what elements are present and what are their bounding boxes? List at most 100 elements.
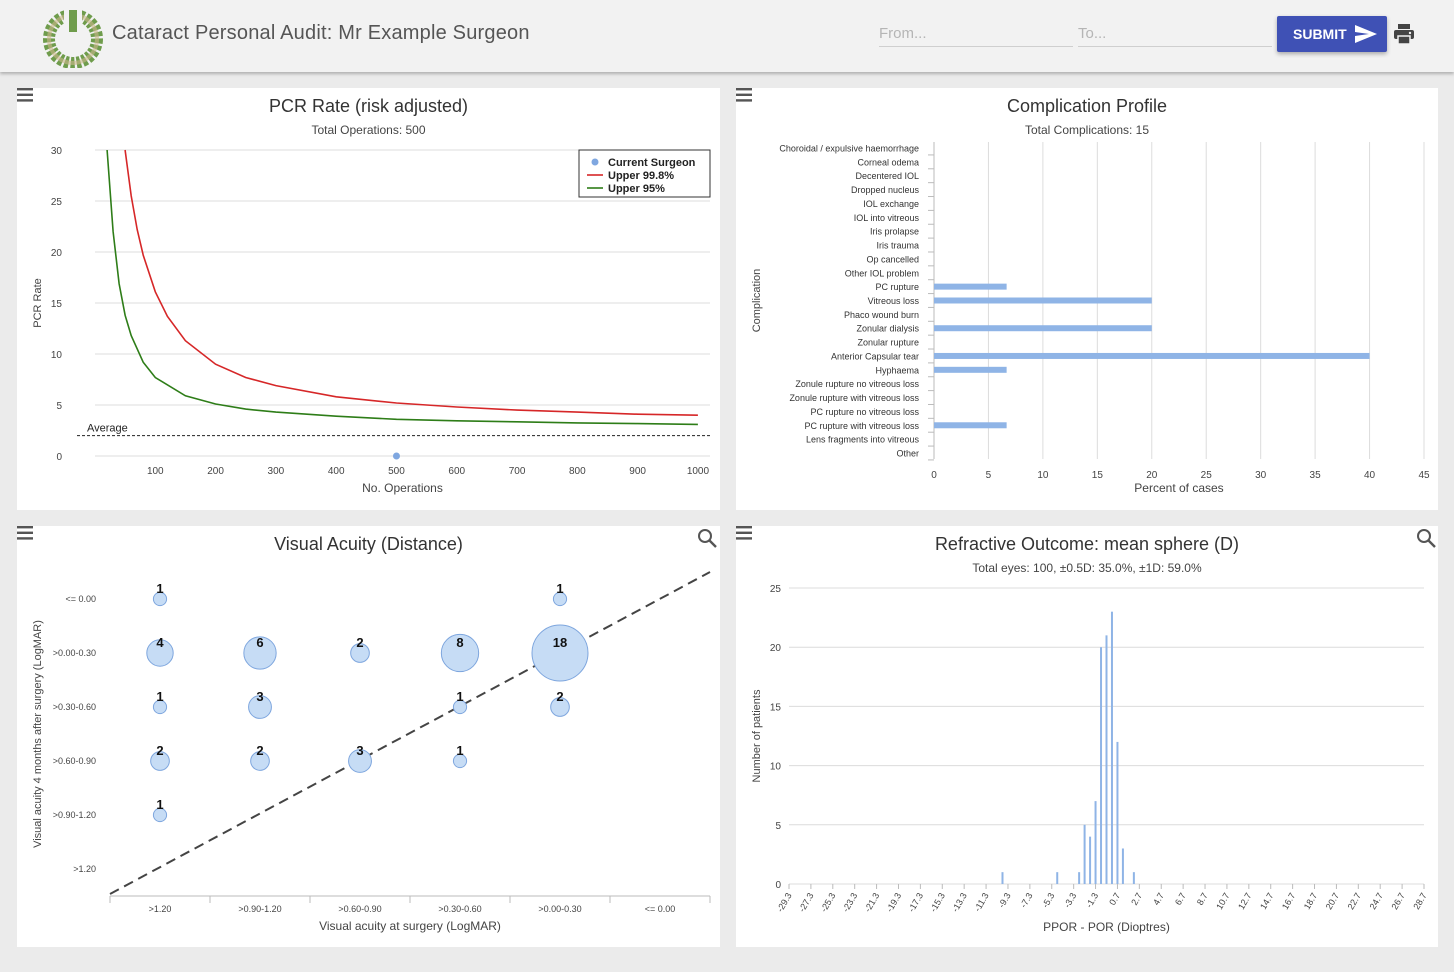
x-tick-label: >1.20 xyxy=(149,904,172,914)
series-line xyxy=(124,149,698,416)
x-tick-label: 400 xyxy=(328,466,345,477)
chart-menu-icon[interactable] xyxy=(17,88,33,102)
x-tick-label: 0.7 xyxy=(1107,891,1122,907)
y-tick-label: <= 0.00 xyxy=(65,594,96,604)
y-tick-label: 20 xyxy=(770,643,782,654)
x-tick-label: -3.3 xyxy=(1062,891,1078,909)
x-tick-label: 10 xyxy=(1037,470,1049,481)
send-icon xyxy=(1354,25,1377,43)
refraction-bar xyxy=(1110,611,1113,884)
x-tick-label: 14.7 xyxy=(1258,891,1275,911)
refractive-chart-title: Refractive Outcome: mean sphere (D) xyxy=(934,534,1240,554)
refraction-bar xyxy=(1105,635,1108,884)
x-tick-label: >0.90-1.20 xyxy=(238,904,281,914)
x-tick-label: 16.7 xyxy=(1280,891,1297,911)
complication-bar xyxy=(934,297,1152,304)
x-tick-label: -1.3 xyxy=(1084,891,1100,909)
bubble-count-label: 4 xyxy=(156,635,164,650)
legend-label: Upper 95% xyxy=(608,183,665,195)
category-label: Zonular dialysis xyxy=(856,324,919,334)
legend-label: Upper 99.8% xyxy=(608,170,674,182)
x-tick-label: 30 xyxy=(1255,470,1267,481)
refraction-bar xyxy=(1056,872,1059,884)
bubble xyxy=(250,751,270,771)
bubble-count-label: 2 xyxy=(356,635,363,650)
to-date-input[interactable] xyxy=(1078,20,1272,47)
category-label: Lens fragments into vitreous xyxy=(806,435,920,445)
current-surgeon-point xyxy=(392,452,400,460)
visual-acuity-chart: >1.20 >0.90-1.20 >0.60-0.90 >0.30-0.60 >0.00… xyxy=(32,571,711,933)
bubble-count-label: 18 xyxy=(553,635,567,650)
category-label: Dropped nucleus xyxy=(851,185,920,195)
bubble-count-label: 1 xyxy=(456,689,463,704)
bubble-count-label: 3 xyxy=(356,743,363,758)
bubble xyxy=(146,639,174,667)
x-tick-label: -9.3 xyxy=(996,891,1012,909)
category-label: PC rupture xyxy=(875,282,919,292)
from-date-input[interactable] xyxy=(879,20,1073,47)
complication-chart-title: Complication Profile xyxy=(1006,96,1168,116)
bubble-count-label: 6 xyxy=(256,635,263,650)
x-tick-label: 45 xyxy=(1418,470,1430,481)
x-tick-label: -15.3 xyxy=(928,891,947,914)
x-tick-label: -23.3 xyxy=(841,891,860,914)
bubble xyxy=(440,633,480,673)
x-tick-label: 35 xyxy=(1310,470,1322,481)
complication-chart-subtitle: Total Complications: 15 xyxy=(1024,123,1150,137)
y-tick-label: 0 xyxy=(775,880,781,891)
x-tick-label: -13.3 xyxy=(950,891,969,914)
x-tick-label: -27.3 xyxy=(797,891,816,914)
x-tick-label: 5 xyxy=(986,470,992,481)
x-tick-label: -11.3 xyxy=(972,891,991,913)
x-tick-label: 0 xyxy=(931,470,937,481)
pcr-chart-title: PCR Rate (risk adjusted) xyxy=(268,96,469,116)
legend-marker xyxy=(591,158,599,166)
submit-button[interactable]: SUBMIT xyxy=(1277,16,1387,52)
x-tick-label: 28.7 xyxy=(1411,891,1428,911)
y-tick-label: >0.00-0.30 xyxy=(53,648,96,658)
x-tick-label: 1000 xyxy=(687,466,710,477)
y-tick-label: >0.90-1.20 xyxy=(53,810,96,820)
y-tick-label: >0.30-0.60 xyxy=(53,702,96,712)
x-tick-label: -7.3 xyxy=(1018,891,1034,909)
category-label: Zonular rupture xyxy=(857,338,919,348)
search-icon[interactable] xyxy=(697,528,717,548)
chart-menu-icon[interactable] xyxy=(17,526,33,540)
bubble-count-label: 8 xyxy=(456,635,463,650)
pcr-rate-card: PCR Rate (risk adjusted) Total Operation… xyxy=(17,88,720,510)
x-tick-label: 26.7 xyxy=(1389,891,1406,911)
bubble xyxy=(152,807,168,823)
reference-diagonal-line xyxy=(109,571,711,895)
average-label: Average xyxy=(87,423,128,435)
category-label: Corneal odema xyxy=(857,157,919,167)
bubble xyxy=(350,643,370,663)
x-tick-label: 20 xyxy=(1146,470,1158,481)
visual-acuity-card: Visual Acuity (Distance) >1.20 >0.90-1.20… xyxy=(17,526,720,947)
y-axis-label: Visual acuity 4 months after surgery (Lo… xyxy=(32,620,44,848)
chart-menu-icon[interactable] xyxy=(736,88,752,102)
bubble xyxy=(152,699,168,715)
bubble xyxy=(248,695,272,719)
category-label: PC rupture with vitreous loss xyxy=(804,421,919,431)
bubble xyxy=(552,591,568,607)
complication-chart: 0 5 10 15 20 25 30 35 40 45 Choroidal / expulsive … xyxy=(751,142,1430,495)
bubble-count-label: 2 xyxy=(256,743,263,758)
complication-bar xyxy=(934,325,1152,332)
print-icon[interactable] xyxy=(1392,22,1416,46)
x-tick-label: 15 xyxy=(1092,470,1104,481)
x-tick-label: -29.3 xyxy=(775,891,794,914)
complication-profile-card: Complication Profile Total Complications… xyxy=(736,88,1438,510)
x-tick-label: 20.7 xyxy=(1324,891,1341,911)
y-tick-label: 0 xyxy=(56,452,62,463)
chart-menu-icon[interactable] xyxy=(736,526,752,540)
x-tick-label: 900 xyxy=(629,466,646,477)
y-tick-label: 25 xyxy=(51,197,63,208)
x-tick-label: 25 xyxy=(1201,470,1213,481)
y-axis-label: PCR Rate xyxy=(32,278,44,328)
y-tick-label: 10 xyxy=(51,350,63,361)
category-label: IOL into vitreous xyxy=(854,213,920,223)
refraction-bar xyxy=(1116,741,1119,884)
search-icon[interactable] xyxy=(1416,528,1436,548)
pcr-chart: 0 5 10 15 20 25 30 100 200 300 400 500 600 700 800 900 1… xyxy=(32,146,711,495)
app-logo[interactable] xyxy=(40,6,106,68)
